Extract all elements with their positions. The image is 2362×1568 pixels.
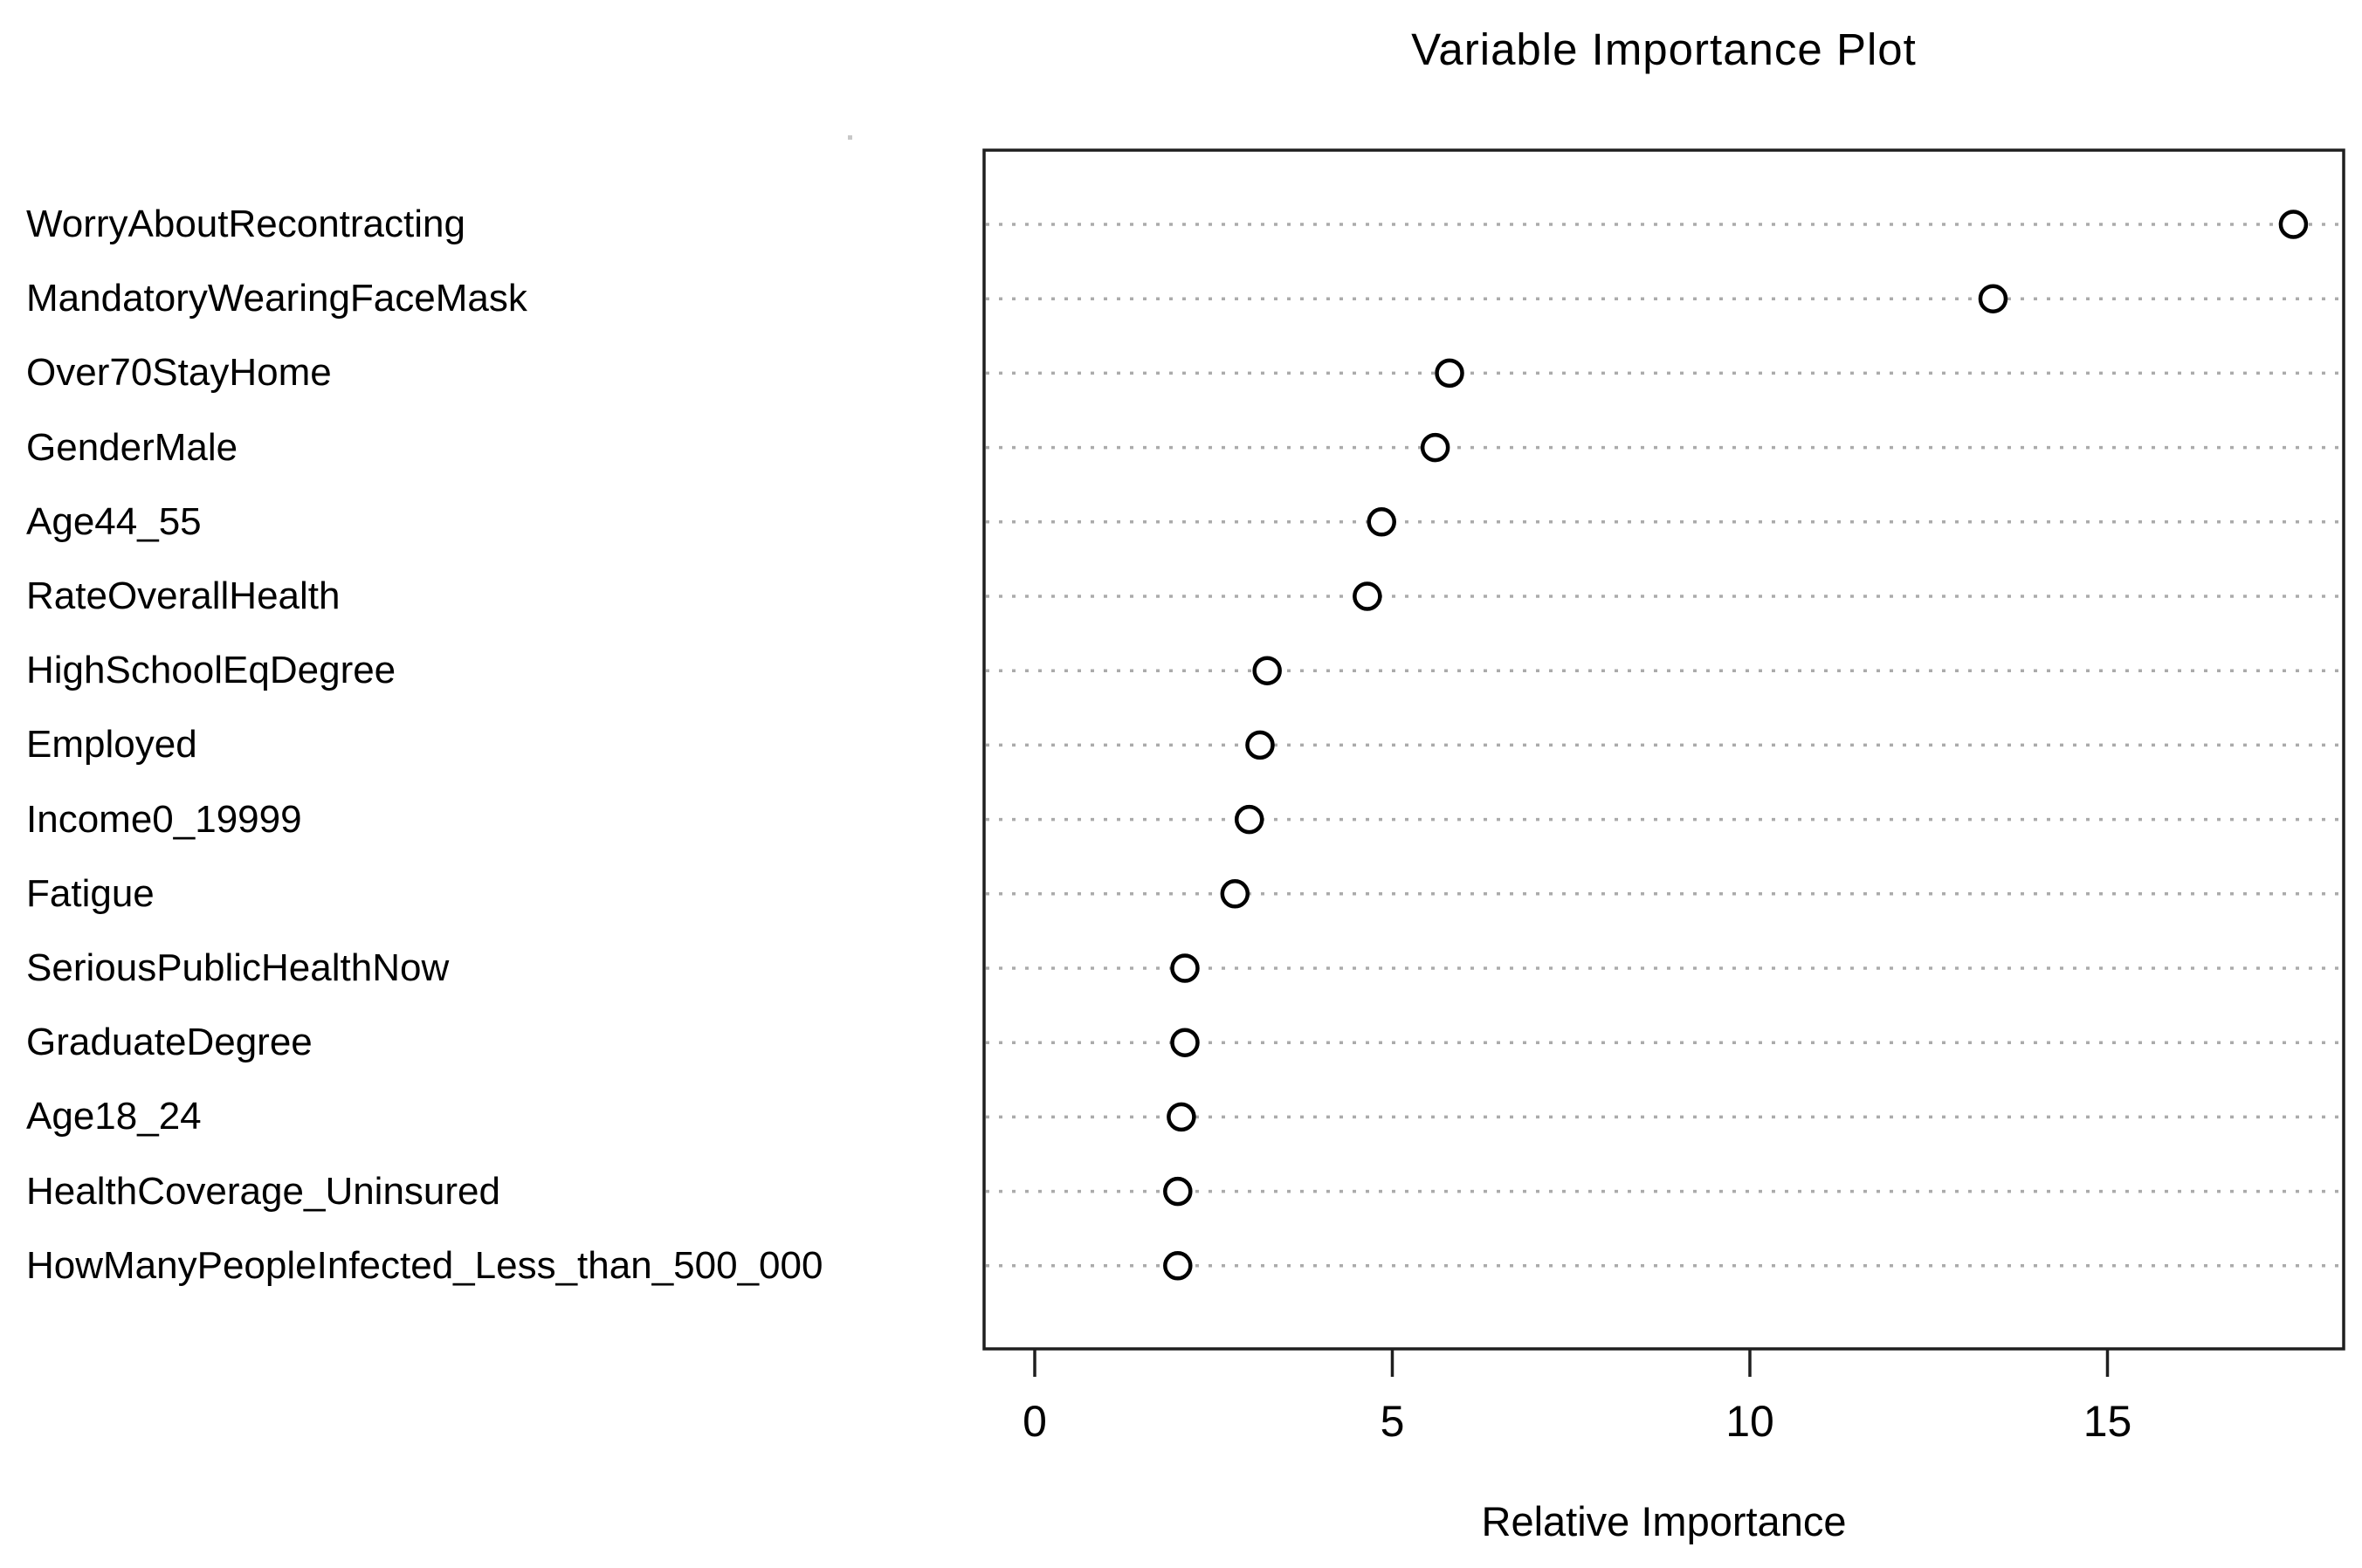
data-point (1163, 1176, 1193, 1207)
data-point (1220, 879, 1250, 909)
y-axis-label: HowManyPeopleInfected_Less_than_500_000 (26, 1243, 823, 1287)
data-point (1353, 581, 1382, 611)
y-axis-label: HighSchoolEqDegree (26, 649, 396, 692)
data-point (1435, 358, 1464, 389)
y-axis-label: RateOverallHealth (26, 574, 341, 617)
y-axis-label: Fatigue (26, 871, 155, 915)
y-axis-label: Income0_19999 (26, 797, 302, 841)
x-tick-label: 15 (2083, 1397, 2132, 1446)
x-tick-label: 0 (1023, 1397, 1047, 1446)
plot-box (982, 148, 2345, 1351)
x-tick-label: 5 (1381, 1397, 1405, 1446)
x-axis-title: Relative Importance (1481, 1498, 1847, 1544)
chart-title: Variable Importance Plot (1411, 24, 1917, 74)
y-axis-label: MandatoryWearingFaceMask (26, 277, 527, 320)
y-axis-label: GraduateDegree (26, 1021, 313, 1064)
data-point (2278, 210, 2309, 239)
data-point (1367, 507, 1396, 537)
data-point (1420, 432, 1450, 463)
data-point (1170, 953, 1200, 983)
data-point (1245, 730, 1275, 760)
y-axis-label: HealthCoverage_Uninsured (26, 1169, 500, 1213)
y-axis-label: SeriousPublicHealthNow (26, 946, 450, 989)
data-point (1978, 284, 2008, 313)
y-axis-label: GenderMale (26, 425, 238, 469)
data-point (1163, 1251, 1193, 1281)
y-axis-label: Employed (26, 723, 197, 767)
y-axis-label: Over70StayHome (26, 351, 332, 395)
y-axis-label: WorryAboutRecontracting (26, 203, 465, 245)
stray-mark (848, 135, 852, 140)
data-point (1234, 804, 1264, 835)
y-axis-label: Age18_24 (26, 1095, 202, 1138)
x-tick-label: 10 (1725, 1397, 1774, 1446)
data-point (1167, 1102, 1196, 1132)
data-point (1170, 1028, 1200, 1057)
data-point (1252, 656, 1282, 685)
y-axis-label: Age44_55 (26, 499, 202, 543)
